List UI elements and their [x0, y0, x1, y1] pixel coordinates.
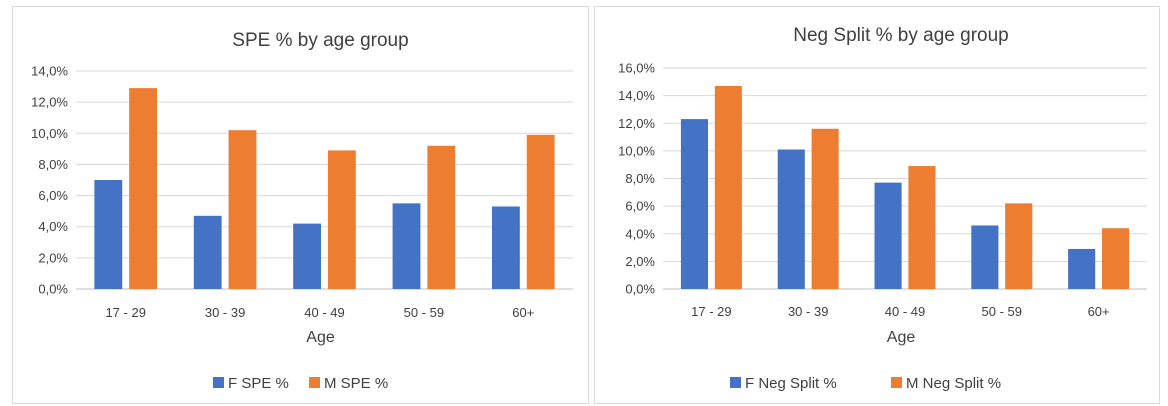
spe-x-axis-label: Age: [306, 329, 335, 346]
spe-y-tick-label: 4,0%: [38, 219, 68, 234]
neg-split-bar-male: [1005, 203, 1033, 289]
spe-bar-female: [193, 215, 222, 289]
spe-bar-male: [228, 130, 257, 289]
spe-bar-male: [327, 150, 356, 289]
neg-split-legend-label: M Neg Split %: [906, 375, 1001, 392]
spe-bar-female: [392, 203, 421, 289]
chart-spe-by-age: SPE % by age group 0,0% 2,0% 4,0% 6,0% 8,0% 10…: [12, 6, 589, 404]
neg-split-legend-label: F Neg Split %: [745, 375, 837, 392]
neg-split-bar-male: [908, 166, 936, 289]
spe-bar-male: [129, 88, 158, 289]
neg-split-bar-female: [1068, 248, 1096, 289]
neg-split-x-tick-label: 17 - 29: [691, 304, 731, 319]
chart-spe-svg: SPE % by age group 0,0% 2,0% 4,0% 6,0% 8,0% 10…: [31, 30, 573, 392]
neg-split-x-tick-label: 40 - 49: [885, 304, 925, 319]
neg-split-bar-male: [811, 128, 839, 289]
spe-y-tick-label: 0,0%: [38, 282, 68, 297]
neg-split-y-tick-label: 8,0%: [625, 171, 655, 186]
neg-split-y-tick-label: 16,0%: [618, 61, 655, 76]
spe-bar-male: [427, 145, 456, 289]
neg-split-bar-male: [714, 85, 742, 289]
spe-y-tick-label: 12,0%: [31, 95, 68, 110]
neg-split-bar-female: [874, 182, 902, 289]
neg-split-x-tick-label: 30 - 39: [788, 304, 828, 319]
spe-x-tick-label: 60+: [512, 305, 534, 320]
spe-legend-swatch: [213, 377, 224, 388]
neg-split-bar-female: [680, 119, 709, 289]
neg-split-y-tick-label: 6,0%: [625, 199, 655, 214]
spe-x-tick-label: 40 - 49: [304, 305, 344, 320]
spe-bar-female: [293, 223, 322, 289]
spe-chart-title: SPE % by age group: [232, 30, 408, 51]
spe-y-tick-label: 6,0%: [38, 188, 68, 203]
spe-legend-label: M SPE %: [324, 375, 388, 392]
neg-split-y-tick-label: 4,0%: [625, 226, 655, 241]
neg-split-x-tick-label: 50 - 59: [982, 304, 1022, 319]
neg-split-y-tick-label: 12,0%: [618, 116, 655, 131]
spe-x-tick-label: 50 - 59: [404, 305, 444, 320]
spe-x-tick-label: 30 - 39: [205, 305, 245, 320]
neg-split-bar-female: [777, 149, 805, 289]
spe-y-tick-label: 2,0%: [38, 250, 68, 265]
spe-legend-swatch: [309, 377, 320, 388]
neg-split-x-tick-label: 60+: [1088, 304, 1110, 319]
spe-y-tick-label: 14,0%: [31, 64, 68, 79]
spe-bar-female: [94, 180, 123, 289]
neg-split-x-axis-label: Age: [887, 329, 916, 346]
neg-split-y-tick-label: 10,0%: [618, 143, 655, 158]
neg-split-bar-male: [1101, 228, 1130, 289]
spe-legend-label: F SPE %: [228, 375, 289, 392]
spe-bar-male: [526, 134, 555, 289]
neg-split-y-tick-label: 0,0%: [625, 282, 655, 297]
spe-x-tick-label: 17 - 29: [105, 305, 145, 320]
spe-y-tick-label: 10,0%: [31, 126, 68, 141]
spe-bar-female: [491, 206, 520, 289]
neg-split-y-tick-label: 14,0%: [618, 88, 655, 103]
chart-neg-split-by-age: Neg Split % by age group 0,0% 2,0% 4,0% 6,0%…: [594, 6, 1160, 404]
chart-neg-split-svg: Neg Split % by age group 0,0% 2,0% 4,0% 6,0%…: [618, 25, 1147, 392]
neg-split-chart-title: Neg Split % by age group: [793, 25, 1008, 46]
neg-split-legend-swatch: [730, 377, 741, 388]
neg-split-legend-swatch: [891, 377, 902, 388]
neg-split-bar-female: [971, 225, 999, 289]
spe-y-tick-label: 8,0%: [38, 157, 68, 172]
neg-split-y-tick-label: 2,0%: [625, 254, 655, 269]
